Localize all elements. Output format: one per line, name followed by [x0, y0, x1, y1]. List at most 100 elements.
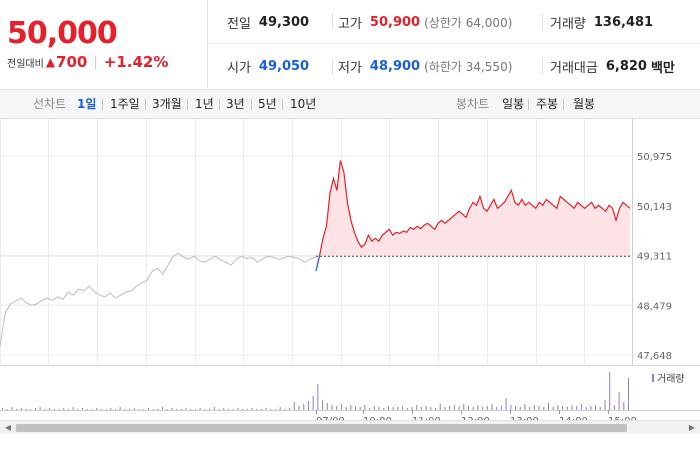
- upper-limit: (상한가 64,000): [424, 15, 513, 30]
- volume-bar: [147, 408, 149, 410]
- volume-bar: [176, 409, 178, 410]
- volume-chart: 거래량: [0, 365, 700, 411]
- volume-bar: [482, 407, 484, 410]
- x-tick-label: 11:00: [412, 416, 441, 420]
- period-1y[interactable]: 1년: [195, 97, 214, 111]
- volume-bar: [599, 407, 601, 410]
- stat-value: 136,481: [593, 14, 654, 30]
- volume-bar: [552, 407, 554, 410]
- volume-bar: [2, 408, 3, 410]
- stat-high: 고가 50,900 (상한가 64,000): [338, 0, 512, 44]
- volume-bar: [82, 408, 84, 410]
- volume-bar: [44, 409, 46, 410]
- period-3y[interactable]: 3년: [226, 97, 245, 111]
- volume-legend-label: 거래량: [657, 373, 685, 385]
- scroll-left-icon[interactable]: ◀: [4, 423, 12, 432]
- price-chart: 거래량 50,975 50,143 49,311 48,479 47,648 07/09…: [0, 119, 700, 420]
- volume-bar: [246, 409, 248, 410]
- volume-bar: [449, 406, 451, 410]
- scroll-right-icon[interactable]: ▶: [688, 423, 696, 432]
- volume-bar: [157, 409, 159, 410]
- change-value: 700: [56, 53, 88, 71]
- candle-daily[interactable]: 일봉: [502, 97, 525, 111]
- volume-bar: [322, 400, 324, 410]
- volume-bar: [519, 407, 521, 410]
- volume-bar: [34, 408, 36, 410]
- volume-bar: [58, 409, 60, 410]
- today-open-segment: [315, 256, 321, 272]
- x-tick-label: 13:00: [510, 416, 539, 420]
- lower-limit: (하한가 34,550): [424, 59, 513, 74]
- y-axis: 50,975 50,143 49,311 48,479 47,648: [637, 152, 672, 362]
- stat-label: 전일: [227, 16, 251, 32]
- volume-bar: [218, 409, 220, 410]
- volume-bar: [303, 404, 305, 410]
- stat-label: 저가: [338, 60, 362, 76]
- volume-bar: [227, 409, 229, 410]
- stat-label: 거래대금: [550, 60, 598, 76]
- volume-bar: [326, 403, 328, 410]
- current-price: 50,000: [7, 16, 118, 51]
- volume-bar: [242, 409, 244, 410]
- change-row: 전일대비 ▲ 700 | +1.42%: [7, 53, 168, 71]
- volume-bar: [72, 407, 74, 410]
- divider: [528, 99, 529, 110]
- volume-bar: [491, 404, 493, 410]
- volume-bar: [284, 409, 286, 410]
- volume-bar: [124, 409, 126, 410]
- divider: [332, 14, 333, 30]
- period-5y[interactable]: 5년: [258, 97, 277, 111]
- volume-bar: [402, 406, 404, 410]
- volume-bar: [213, 407, 215, 410]
- stat-prev-close: 전일 49,300: [227, 0, 309, 44]
- volume-bar: [486, 406, 488, 410]
- volume-bar: [510, 405, 512, 410]
- volume-bar: [557, 405, 559, 410]
- volume-bar: [472, 407, 474, 410]
- volume-bar: [392, 407, 394, 410]
- stat-label: 고가: [338, 16, 362, 32]
- volume-bar: [16, 409, 18, 410]
- y-tick-label: 48,479: [637, 301, 672, 312]
- volume-bar: [425, 406, 427, 410]
- change-percent: +1.42%: [103, 53, 169, 71]
- stat-value: 48,900: [369, 58, 421, 74]
- volume-bar: [143, 409, 145, 410]
- volume-bar: [190, 409, 192, 410]
- chart-series: [0, 160, 631, 346]
- stat-low: 저가 48,900 (하한가 34,550): [338, 44, 512, 88]
- stat-value: 49,300: [258, 14, 310, 30]
- volume-bar: [96, 408, 98, 410]
- volume-bar: [562, 406, 564, 410]
- y-tick-label: 50,143: [637, 202, 672, 213]
- volume-bar: [355, 406, 357, 410]
- volume-bar: [566, 407, 568, 410]
- volume-bar: [383, 408, 385, 410]
- volume-bar: [444, 407, 446, 410]
- period-1d[interactable]: 1일: [77, 97, 97, 111]
- volume-bar: [439, 404, 441, 410]
- horizontal-scrollbar[interactable]: ◀ ▶: [0, 420, 700, 434]
- volume-bar: [397, 407, 399, 410]
- volume-bar: [406, 408, 408, 410]
- volume-bar: [49, 408, 51, 410]
- stat-volume: 거래량 136,481: [550, 0, 653, 44]
- x-tick-label: 12:00: [461, 416, 490, 420]
- volume-bar: [628, 378, 629, 410]
- volume-bar: [6, 409, 8, 410]
- period-3m[interactable]: 3개월: [152, 97, 182, 111]
- volume-bar: [524, 404, 526, 410]
- period-1w[interactable]: 1주일: [110, 97, 140, 111]
- scroll-thumb[interactable]: [16, 424, 627, 432]
- x-tick-label: 15:00: [608, 416, 637, 420]
- volume-bar: [505, 398, 507, 410]
- candle-weekly[interactable]: 주봉: [536, 97, 559, 111]
- volume-bar: [604, 400, 606, 410]
- volume-bar: [67, 409, 69, 410]
- candle-monthly[interactable]: 월봉: [573, 97, 596, 111]
- volume-bar: [152, 409, 154, 410]
- volume-bar: [119, 407, 121, 410]
- volume-bar: [194, 409, 196, 410]
- today-area: [316, 160, 630, 272]
- period-10y[interactable]: 10년: [290, 97, 317, 111]
